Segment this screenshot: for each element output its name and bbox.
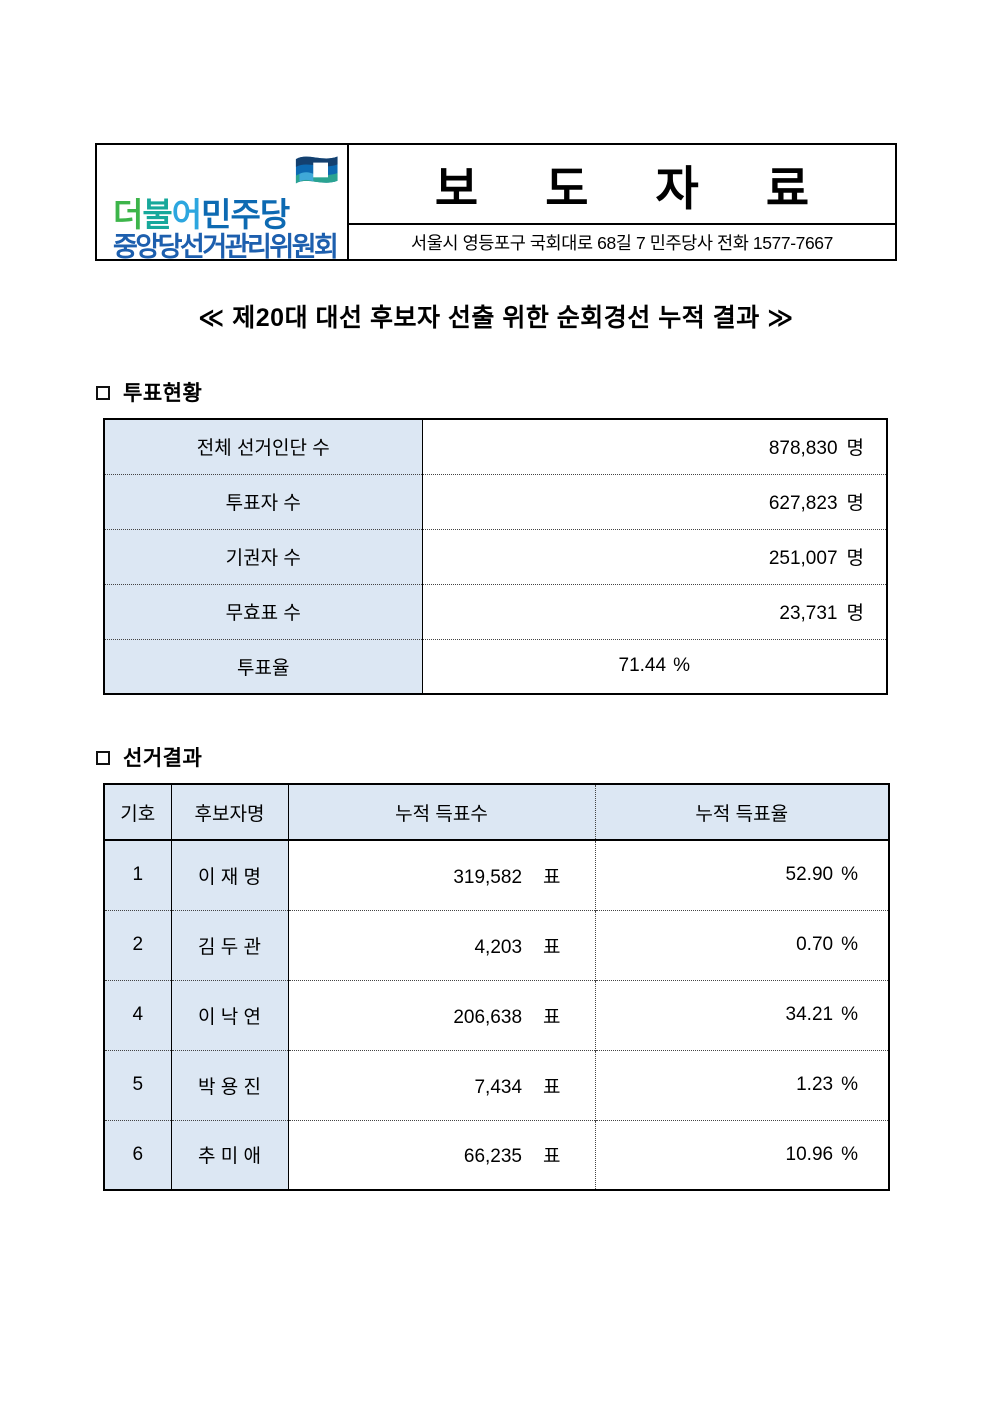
row-label: 기권자 수 (104, 528, 422, 584)
committee-name: 중앙당선거관리위원회 (113, 232, 339, 262)
rate-number: 0.70 (796, 934, 834, 955)
party-name-part: 더 (113, 196, 143, 233)
rate-number: 10.96 (785, 1143, 834, 1165)
candidate-votes: 206,638 표 (287, 979, 595, 1050)
table-row: 6 추 미 애 66,235 표 10.96% (104, 1119, 889, 1190)
votes-number: 319,582 (453, 866, 523, 888)
rate-number: 34.21 (785, 1004, 834, 1025)
rate-number: 1.23 (796, 1074, 834, 1095)
candidate-name: 추 미 애 (170, 1119, 288, 1190)
candidate-rate: 10.96% (594, 1119, 889, 1190)
party-logo: 더불어민주당 중앙당선거관리위원회 (97, 145, 349, 262)
table-row: 5 박 용 진 7,434 표 1.23% (104, 1049, 889, 1120)
rate-unit: % (841, 1143, 858, 1165)
votes-number: 7,434 (474, 1076, 523, 1098)
value-number: 23,731 (779, 603, 838, 624)
table-header-row: 기호 후보자명 누적 득표수 누적 득표율 (104, 784, 889, 841)
votes-number: 66,235 (463, 1146, 523, 1168)
rate-number: 52.90 (785, 864, 834, 886)
row-value: 251,007 명 (421, 528, 887, 584)
row-value: 878,830 명 (421, 419, 887, 474)
section-heading-election-results: 선거결과 (96, 742, 202, 772)
value-unit: % (673, 655, 690, 677)
row-value: 627,823 명 (421, 473, 887, 529)
value-unit: 명 (846, 548, 864, 569)
candidate-rate: 0.70% (594, 909, 889, 980)
table-row: 4 이 낙 연 206,638 표 34.21% (104, 979, 889, 1050)
party-address: 서울시 영등포구 국회대로 68길 7 민주당사 전화 1577-7667 (349, 223, 895, 259)
value-number: 251,007 (768, 548, 838, 569)
candidate-number: 2 (104, 909, 171, 980)
header-right-panel: 보 도 자 료 서울시 영등포구 국회대로 68길 7 민주당사 전화 1577… (349, 145, 895, 259)
candidate-votes: 66,235 표 (287, 1119, 595, 1190)
candidate-rate: 1.23% (594, 1049, 889, 1120)
value-unit: 명 (846, 603, 864, 624)
votes-unit: 표 (543, 866, 561, 888)
party-name-part: 민주당 (201, 196, 290, 233)
party-name-part: 불 (142, 196, 172, 233)
table-row: 투표율 71.44% (104, 638, 887, 694)
column-header-votes: 누적 득표수 (287, 784, 595, 841)
votes-number: 206,638 (453, 1006, 523, 1028)
value-number: 878,830 (768, 438, 838, 460)
rate-unit: % (841, 1074, 858, 1095)
square-bullet-icon (96, 751, 110, 765)
table-row: 투표자 수 627,823 명 (104, 473, 887, 529)
candidate-name: 김 두 관 (170, 909, 288, 980)
table-row: 전체 선거인단 수 878,830 명 (104, 419, 887, 474)
votes-number: 4,203 (474, 936, 523, 958)
table-row: 2 김 두 관 4,203 표 0.70% (104, 909, 889, 980)
row-label: 투표자 수 (104, 473, 422, 529)
candidate-votes: 4,203 표 (287, 909, 595, 980)
votes-unit: 표 (543, 936, 561, 958)
candidate-number: 6 (104, 1119, 171, 1190)
section-heading-voting-status: 투표현황 (96, 377, 202, 407)
square-bullet-icon (96, 386, 110, 400)
party-name-part: 어 (171, 196, 202, 233)
value-unit: 명 (846, 438, 864, 460)
table-row: 1 이 재 명 319,582 표 52.90% (104, 840, 889, 910)
rate-unit: % (841, 864, 858, 886)
table-row: 무효표 수 23,731 명 (104, 583, 887, 639)
candidate-rate: 52.90% (594, 840, 889, 910)
candidate-number: 1 (104, 840, 171, 910)
table-row: 기권자 수 251,007 명 (104, 528, 887, 584)
candidate-number: 5 (104, 1049, 171, 1120)
candidate-number: 4 (104, 979, 171, 1050)
candidate-name: 박 용 진 (170, 1049, 288, 1120)
page-title: ≪ 제20대 대선 후보자 선출 위한 순회경선 누적 결과 ≫ (198, 304, 794, 332)
value-number: 627,823 (768, 493, 838, 514)
row-label: 전체 선거인단 수 (104, 419, 422, 474)
votes-unit: 표 (543, 1146, 561, 1168)
column-header-rate: 누적 득표율 (594, 784, 889, 841)
candidate-name: 이 재 명 (170, 840, 288, 910)
document-header: 더불어민주당 중앙당선거관리위원회 보 도 자 료 서울시 영등포구 국회대로 … (95, 143, 897, 262)
value-unit: 명 (846, 493, 864, 514)
row-value: 23,731 명 (421, 583, 887, 639)
document-type-title: 보 도 자 료 (434, 161, 837, 215)
section-title: 선거결과 (123, 747, 203, 770)
row-label: 무효표 수 (104, 583, 422, 639)
votes-unit: 표 (543, 1006, 561, 1028)
column-header-number: 기호 (104, 784, 171, 841)
rate-unit: % (841, 934, 858, 955)
candidate-rate: 34.21% (594, 979, 889, 1050)
column-header-name: 후보자명 (170, 784, 288, 841)
election-results-table: 기호 후보자명 누적 득표수 누적 득표율 1 이 재 명 319,582 표 5… (103, 783, 890, 1191)
party-name: 더불어민주당 (113, 188, 290, 236)
candidate-name: 이 낙 연 (170, 979, 288, 1050)
row-label: 투표율 (104, 638, 422, 694)
candidate-votes: 7,434 표 (287, 1049, 595, 1120)
voting-status-table: 전체 선거인단 수 878,830 명 투표자 수 627,823 명 기권자 수 … (103, 418, 888, 695)
section-title: 투표현황 (123, 382, 203, 405)
party-flag-icon (295, 156, 338, 184)
rate-unit: % (841, 1004, 858, 1025)
row-value: 71.44% (421, 638, 887, 694)
value-number: 71.44 (618, 655, 667, 677)
candidate-votes: 319,582 표 (287, 840, 595, 910)
votes-unit: 표 (543, 1076, 561, 1098)
